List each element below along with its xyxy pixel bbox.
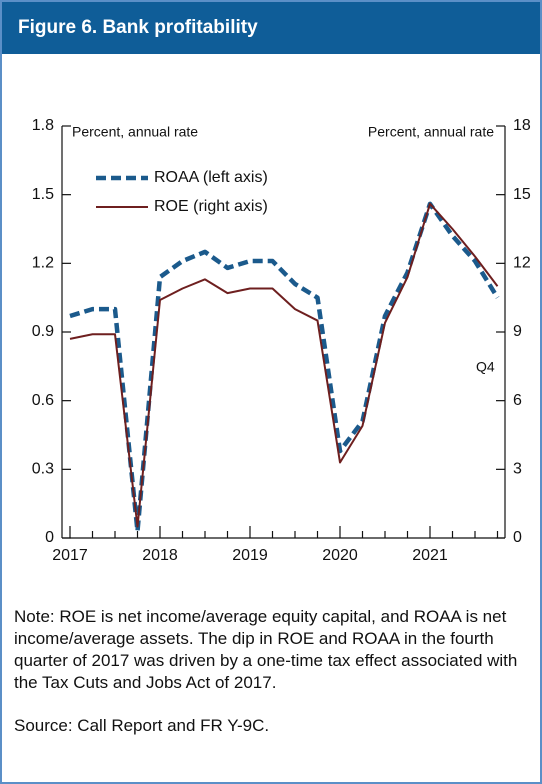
note: Note: ROE is net income/average equity c… [14, 607, 518, 692]
line-series [69, 201, 500, 534]
y-tick-label: 1.8 [32, 117, 54, 134]
y2-tick-label: 6 [513, 392, 522, 409]
y-tick-label: 0.6 [32, 392, 54, 409]
y-tick-label: 1.5 [32, 186, 54, 203]
legend-label: ROE (right axis) [154, 198, 268, 215]
y2-tick-label: 18 [513, 117, 531, 134]
y-axis-label: Percent, annual rate [72, 124, 198, 140]
x-tick-label: 2021 [412, 547, 448, 564]
x-tick-label: 2020 [322, 547, 358, 564]
x-tick-label: 2017 [52, 547, 88, 564]
y2-tick-label: 3 [513, 461, 522, 478]
y2-tick-label: 0 [513, 529, 522, 546]
x-tick-label: 2018 [142, 547, 178, 564]
y2-tick-label: 9 [513, 323, 522, 340]
y2-axis-label: Percent, annual rate [368, 124, 494, 140]
y-tick-label: 0 [45, 529, 54, 546]
y2-tick-label: 15 [513, 186, 531, 203]
annotation: Q4 [476, 359, 495, 375]
y2-tick-label: 12 [513, 255, 531, 272]
legend-label: ROAA (left axis) [154, 169, 268, 186]
figure-title: Figure 6. Bank profitability [2, 2, 540, 54]
y-tick-label: 1.2 [32, 255, 54, 272]
chart: Percent, annual rate Percent, annual rat… [32, 117, 531, 564]
line-series [69, 202, 499, 528]
x-tick-label: 2019 [232, 547, 268, 564]
y-tick-label: 0.9 [32, 323, 54, 340]
source: Source: Call Report and FR Y-9C. [14, 716, 270, 735]
y-tick-label: 0.3 [32, 461, 54, 478]
